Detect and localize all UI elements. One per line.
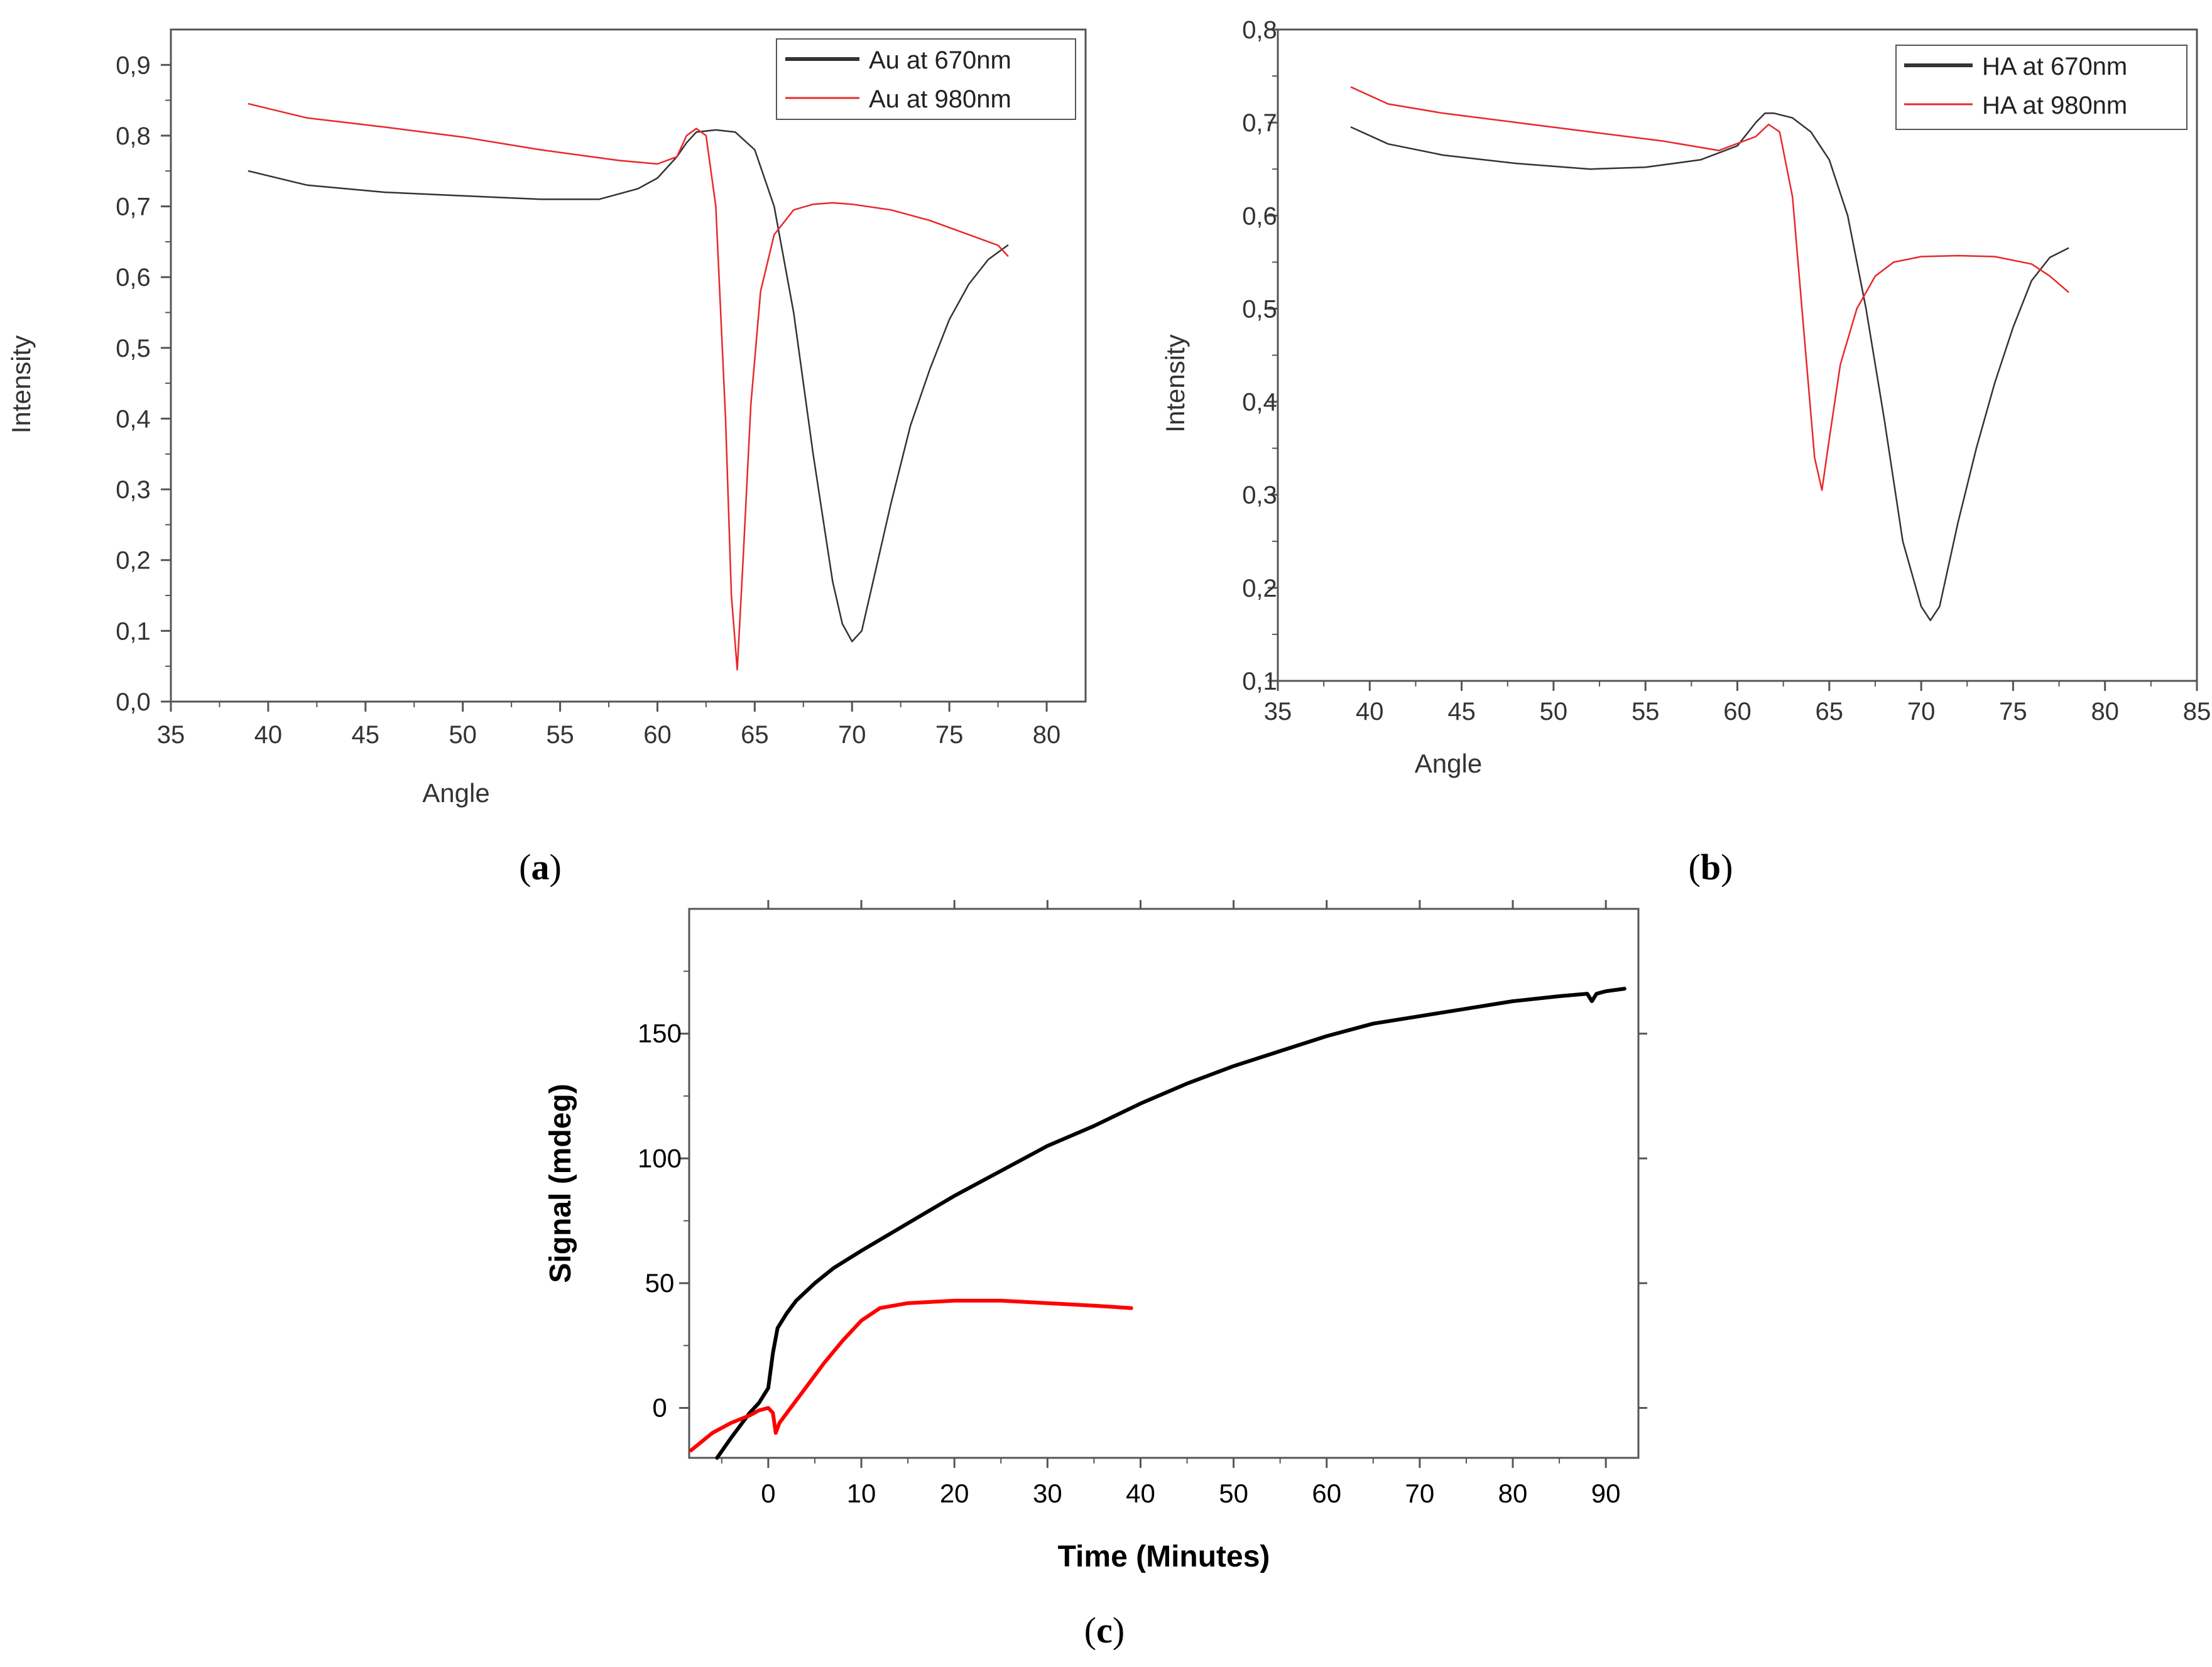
y-tick-label: 0,0 bbox=[116, 688, 151, 716]
legend-box bbox=[1895, 45, 2187, 130]
x-tick-label: 20 bbox=[940, 1479, 969, 1508]
y-axis-label: Intensity bbox=[1160, 334, 1190, 432]
y-tick-label: 0,6 bbox=[1242, 202, 1277, 230]
y-tick-label: 0,3 bbox=[116, 476, 151, 504]
panel-letter: c bbox=[1096, 1610, 1113, 1651]
x-tick-label: 35 bbox=[1264, 698, 1292, 725]
series-line-2 bbox=[248, 103, 1009, 671]
y-tick-label: 0,1 bbox=[1242, 668, 1277, 695]
x-tick-label: 30 bbox=[1033, 1479, 1062, 1508]
x-tick-label: 50 bbox=[1540, 698, 1568, 725]
y-tick-label: 0,7 bbox=[116, 193, 151, 221]
panel-letter: b bbox=[1701, 847, 1721, 888]
y-tick-label: 0,5 bbox=[116, 335, 151, 362]
chart-c: 0 10 20 30 40 50 60 70 80 90 0 50 100 150 Time (Minute… bbox=[544, 900, 1647, 1651]
y-tick-label: 100 bbox=[638, 1143, 682, 1173]
x-tick-label: 10 bbox=[847, 1479, 876, 1508]
series-line-2 bbox=[1350, 86, 2069, 491]
plot-frame bbox=[170, 28, 1087, 703]
legend-label: Au at 670nm bbox=[869, 46, 1011, 74]
x-tick-label: 35 bbox=[157, 721, 185, 749]
x-tick-label: 65 bbox=[1816, 698, 1844, 725]
x-tick-label: 85 bbox=[2183, 698, 2211, 725]
y-tick-label: 0,7 bbox=[1242, 109, 1277, 137]
plot-frame bbox=[688, 908, 1640, 1459]
panel-caption: (b) bbox=[1689, 847, 1733, 888]
y-tick-label: 0,2 bbox=[116, 547, 151, 575]
x-tick-label: 40 bbox=[1126, 1479, 1155, 1508]
y-axis-label: Intensity bbox=[6, 335, 36, 433]
x-tick-label: 80 bbox=[1498, 1479, 1528, 1508]
x-tick-label: 70 bbox=[1405, 1479, 1435, 1508]
series-line-2 bbox=[689, 1298, 1133, 1453]
legend-label: HA at 670nm bbox=[1982, 53, 2127, 80]
y-tick-label: 0,9 bbox=[116, 52, 151, 79]
x-tick-label: 80 bbox=[2091, 698, 2119, 725]
x-tick-label: 55 bbox=[1632, 698, 1660, 725]
x-tick-label: 45 bbox=[352, 721, 380, 749]
legend-label: Au at 980nm bbox=[869, 85, 1011, 113]
x-tick-label: 75 bbox=[1999, 698, 2027, 725]
y-tick-label: 0,5 bbox=[1242, 295, 1277, 323]
y-tick-label: 0,2 bbox=[1242, 575, 1277, 602]
y-tick-label: 0,4 bbox=[116, 405, 151, 433]
panel-caption: (a) bbox=[519, 847, 562, 888]
legend: Au at 670nm Au at 980nm bbox=[776, 38, 1076, 120]
x-tick-label: 65 bbox=[741, 721, 769, 749]
y-tick-label: 0,4 bbox=[1242, 389, 1277, 416]
y-tick-label: 0 bbox=[652, 1393, 667, 1423]
x-tick-label: 60 bbox=[643, 721, 672, 749]
legend-label: HA at 980nm bbox=[1982, 92, 2127, 119]
x-tick-label: 50 bbox=[1219, 1479, 1248, 1508]
series-line-1 bbox=[1350, 112, 2069, 621]
y-tick-label: 0,8 bbox=[1242, 16, 1277, 44]
y-tick-label: 0,1 bbox=[116, 617, 151, 645]
x-tick-label: 60 bbox=[1312, 1479, 1341, 1508]
x-tick-label: 70 bbox=[838, 721, 866, 749]
x-tick-label: 60 bbox=[1723, 698, 1752, 725]
y-tick-label: 0,3 bbox=[1242, 482, 1277, 509]
x-axis-label: Angle bbox=[422, 778, 489, 808]
x-tick-label: 90 bbox=[1591, 1479, 1621, 1508]
y-tick-label: 150 bbox=[638, 1019, 682, 1048]
x-axis-label: Angle bbox=[1415, 749, 1482, 778]
x-tick-label: 80 bbox=[1033, 721, 1061, 749]
series-line-1 bbox=[715, 987, 1626, 1460]
chart-b: 35 40 45 50 55 60 65 70 75 80 85 0,1 0,2 0,3 0,4 0,5 0,6… bbox=[1160, 16, 2211, 888]
x-tick-label: 75 bbox=[935, 721, 964, 749]
x-tick-label: 40 bbox=[1356, 698, 1384, 725]
x-axis-label: Time (Minutes) bbox=[1058, 1540, 1270, 1573]
y-tick-label: 0,6 bbox=[116, 264, 151, 291]
legend-box bbox=[776, 38, 1076, 120]
y-tick-label: 50 bbox=[645, 1268, 675, 1298]
legend: HA at 670nm HA at 980nm bbox=[1895, 45, 2187, 130]
y-tick-label: 0,8 bbox=[116, 122, 151, 150]
panel-letter: a bbox=[531, 847, 550, 888]
series-line-1 bbox=[248, 129, 1009, 643]
panel-caption: (c) bbox=[1084, 1610, 1125, 1651]
x-tick-label: 40 bbox=[254, 721, 283, 749]
x-tick-label: 55 bbox=[546, 721, 574, 749]
x-tick-label: 0 bbox=[761, 1479, 775, 1508]
x-tick-label: 45 bbox=[1447, 698, 1476, 725]
x-tick-label: 70 bbox=[1907, 698, 1936, 725]
y-axis-label: Signal (mdeg) bbox=[544, 1083, 577, 1283]
chart-a: 35 40 45 50 55 60 65 70 75 80 0,0 0,1 0,2 0,3 0,4 0,5 0,… bbox=[6, 28, 1087, 888]
x-tick-label: 50 bbox=[449, 721, 477, 749]
